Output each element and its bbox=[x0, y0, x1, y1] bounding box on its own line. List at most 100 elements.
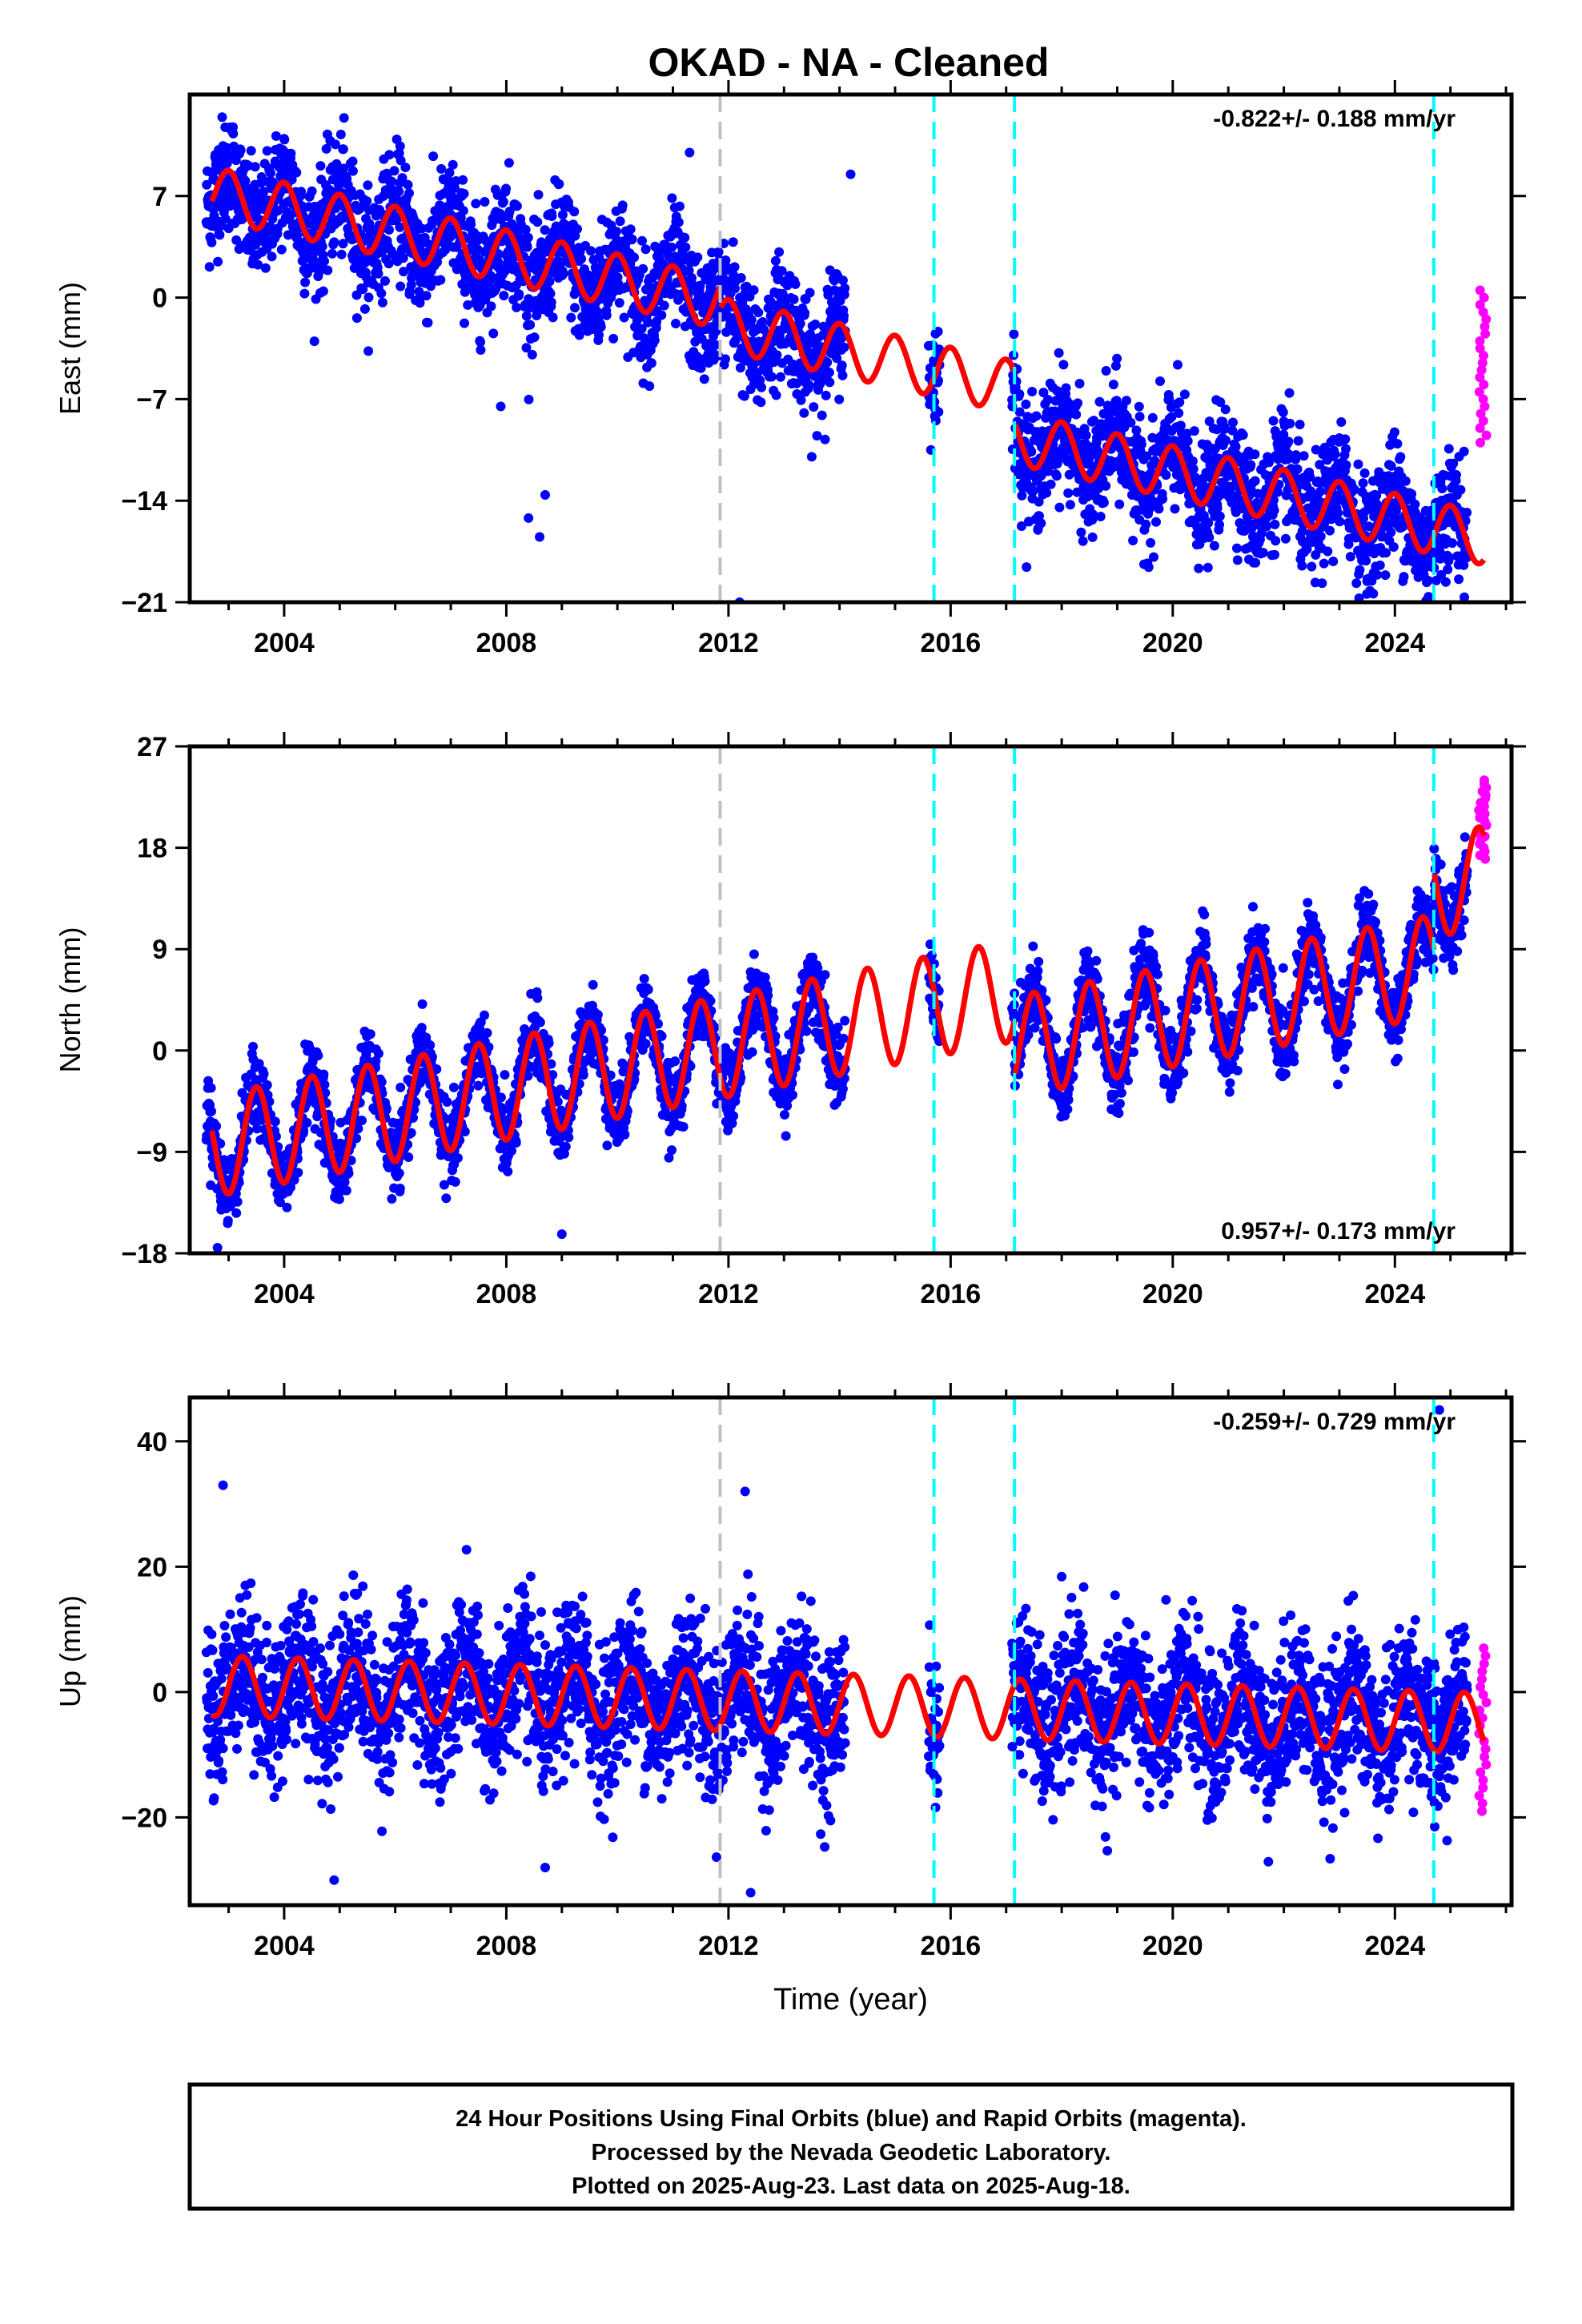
final-orbit-point bbox=[441, 1193, 452, 1204]
final-orbit-point bbox=[1250, 449, 1260, 460]
outlier-point bbox=[540, 489, 550, 500]
final-orbit-point bbox=[291, 167, 302, 178]
final-orbit-point bbox=[643, 317, 653, 328]
final-orbit-point bbox=[1221, 436, 1231, 445]
final-orbit-point bbox=[1017, 521, 1026, 531]
final-orbit-point bbox=[671, 319, 681, 328]
final-orbit-point bbox=[450, 1176, 460, 1187]
final-orbit-point bbox=[746, 315, 757, 325]
final-orbit-point bbox=[564, 1132, 574, 1143]
rapid-orbit-point bbox=[1475, 285, 1485, 296]
final-orbit-point bbox=[329, 237, 339, 247]
final-orbit-point bbox=[444, 176, 455, 187]
final-orbit-point bbox=[327, 248, 337, 259]
final-orbit-point bbox=[1054, 502, 1065, 513]
final-orbit-point bbox=[357, 1116, 367, 1126]
final-orbit-point bbox=[359, 304, 370, 314]
final-orbit-point bbox=[1147, 412, 1158, 423]
final-orbit-point bbox=[1042, 488, 1052, 498]
final-orbit-point bbox=[260, 263, 271, 273]
final-orbit-point bbox=[520, 224, 531, 235]
final-orbit-point bbox=[394, 1168, 404, 1179]
final-orbit-point bbox=[1081, 430, 1091, 440]
final-orbit-point bbox=[309, 336, 319, 347]
final-orbit-point bbox=[496, 1092, 506, 1103]
final-orbit-point bbox=[466, 219, 476, 230]
final-orbit-point bbox=[1319, 558, 1329, 569]
final-orbit-point bbox=[825, 377, 835, 388]
final-orbit-point bbox=[1330, 449, 1340, 460]
final-orbit-point bbox=[805, 287, 815, 298]
final-orbit-point bbox=[1285, 418, 1295, 428]
final-orbit-point bbox=[394, 187, 404, 197]
final-orbit-point bbox=[569, 207, 580, 217]
final-orbit-point bbox=[821, 390, 831, 400]
final-orbit-point bbox=[1038, 388, 1049, 398]
final-orbit-point bbox=[1074, 379, 1085, 388]
final-orbit-point bbox=[1158, 494, 1168, 504]
final-orbit-point bbox=[383, 259, 394, 269]
final-orbit-point bbox=[321, 143, 331, 154]
final-orbit-point bbox=[1021, 399, 1031, 409]
final-orbit-point bbox=[1395, 452, 1406, 462]
final-orbit-point bbox=[1345, 552, 1355, 562]
final-orbit-point bbox=[608, 333, 619, 344]
final-orbit-point bbox=[1136, 439, 1146, 449]
final-orbit-point bbox=[1173, 360, 1182, 370]
final-orbit-point bbox=[1278, 407, 1288, 417]
final-orbit-point bbox=[1270, 549, 1279, 560]
final-orbit-point bbox=[336, 249, 347, 259]
final-orbit-point bbox=[837, 370, 848, 380]
final-orbit-point bbox=[512, 201, 522, 211]
final-orbit-point bbox=[1452, 470, 1461, 480]
final-orbit-point bbox=[560, 1141, 571, 1152]
final-orbit-point bbox=[1440, 577, 1451, 587]
final-orbit-point bbox=[1112, 353, 1122, 364]
final-orbit-point bbox=[800, 308, 810, 318]
final-orbit-point bbox=[545, 288, 556, 299]
final-orbit-point bbox=[578, 1070, 588, 1080]
final-orbit-point bbox=[1443, 565, 1453, 575]
final-orbit-point bbox=[404, 188, 414, 199]
x-tick-label: 2016 bbox=[921, 628, 982, 658]
final-orbit-point bbox=[1292, 464, 1303, 474]
final-orbit-point bbox=[1368, 589, 1379, 599]
final-orbit-point bbox=[460, 318, 469, 328]
final-orbit-point bbox=[1061, 383, 1071, 393]
final-orbit-point bbox=[458, 206, 468, 216]
final-orbit-point bbox=[617, 200, 628, 211]
final-orbit-point bbox=[1043, 466, 1054, 476]
final-orbit-point bbox=[398, 253, 408, 263]
final-orbit-point bbox=[1325, 525, 1335, 536]
final-orbit-point bbox=[572, 224, 582, 234]
final-orbit-point bbox=[796, 395, 806, 405]
final-orbit-point bbox=[498, 197, 508, 207]
final-orbit-point bbox=[548, 312, 558, 323]
final-orbit-point bbox=[1182, 436, 1193, 446]
final-orbit-point bbox=[659, 300, 669, 311]
final-orbit-point bbox=[442, 1097, 452, 1107]
final-orbit-point bbox=[471, 199, 481, 209]
final-orbit-point bbox=[1454, 574, 1464, 585]
final-orbit-point bbox=[1381, 548, 1391, 558]
final-orbit-point bbox=[425, 1040, 436, 1051]
final-orbit-point bbox=[486, 301, 496, 312]
y-tick-label: −14 bbox=[121, 486, 167, 517]
final-orbit-point bbox=[1028, 486, 1038, 497]
final-orbit-point bbox=[270, 1116, 280, 1127]
final-orbit-point bbox=[436, 275, 446, 285]
final-orbit-point bbox=[216, 220, 227, 231]
final-orbit-point bbox=[1315, 486, 1326, 497]
final-orbit-point bbox=[338, 239, 348, 249]
final-orbit-point bbox=[684, 265, 694, 275]
final-orbit-point bbox=[574, 330, 584, 340]
final-orbit-point bbox=[649, 336, 660, 345]
final-orbit-point bbox=[532, 993, 543, 1003]
final-orbit-point bbox=[318, 286, 328, 296]
final-orbit-point bbox=[837, 333, 847, 344]
final-orbit-point bbox=[1034, 511, 1044, 521]
final-orbit-point bbox=[476, 345, 486, 355]
final-orbit-point bbox=[335, 129, 346, 139]
